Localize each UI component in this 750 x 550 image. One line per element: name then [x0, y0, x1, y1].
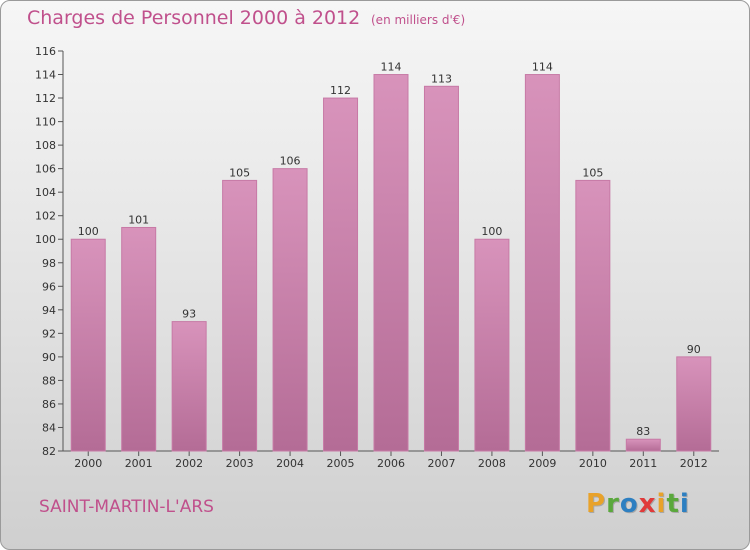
y-tick-label: 82: [42, 445, 56, 458]
logo-letter: o: [619, 489, 639, 519]
y-tick-label: 96: [42, 280, 56, 293]
y-tick-label: 102: [35, 210, 56, 223]
bar-2002: [171, 321, 207, 452]
y-tick-label: 104: [35, 186, 56, 199]
bar-value-label: 112: [330, 84, 351, 97]
y-tick-label: 84: [42, 421, 56, 434]
chart-subtitle: (en milliers d'€): [371, 13, 466, 27]
bar-value-label: 101: [128, 213, 149, 226]
logo-letter: P: [586, 489, 607, 519]
x-tick-label: 2003: [226, 457, 254, 470]
y-tick-label: 114: [35, 69, 56, 82]
bar-value-label: 100: [78, 225, 99, 238]
x-tick-label: 2012: [680, 457, 708, 470]
y-tick-label: 112: [35, 92, 56, 105]
x-tick-label: 2001: [125, 457, 153, 470]
y-tick-label: 98: [42, 257, 56, 270]
x-tick-label: 2008: [478, 457, 506, 470]
bar-value-label: 106: [280, 155, 301, 168]
bar-value-label: 113: [431, 72, 452, 85]
y-tick-label: 110: [35, 116, 56, 129]
bar-2010: [575, 179, 611, 452]
y-tick-label: 90: [42, 351, 56, 364]
bar-2007: [423, 85, 459, 452]
y-tick-label: 106: [35, 163, 56, 176]
bar-2005: [323, 97, 359, 452]
x-tick-label: 2006: [377, 457, 405, 470]
bar-value-label: 83: [636, 425, 650, 438]
bar-2012: [676, 356, 712, 452]
bar-2011: [625, 438, 661, 452]
logo-letter: t: [666, 489, 680, 519]
logo-letter: x: [638, 489, 657, 519]
x-tick-label: 2002: [175, 457, 203, 470]
logo-letter: i: [656, 489, 667, 519]
bar-value-label: 93: [182, 308, 196, 321]
x-tick-label: 2000: [74, 457, 102, 470]
y-tick-label: 108: [35, 139, 56, 152]
bar-value-label: 114: [381, 61, 402, 74]
proxiti-logo: Proxiti: [586, 489, 690, 519]
place-name: SAINT-MARTIN-L'ARS: [39, 497, 214, 517]
x-tick-label: 2009: [528, 457, 556, 470]
bar-2006: [373, 74, 409, 452]
bar-value-label: 100: [481, 225, 502, 238]
bar-2009: [524, 74, 560, 452]
logo-letter: r: [606, 489, 620, 519]
bar-2003: [222, 179, 258, 452]
bar-value-label: 114: [532, 61, 553, 74]
bar-2001: [121, 226, 157, 452]
bar-2004: [272, 168, 308, 452]
bar-value-label: 90: [687, 343, 701, 356]
y-tick-label: 94: [42, 304, 56, 317]
logo-letter: i: [679, 489, 690, 519]
x-tick-label: 2004: [276, 457, 304, 470]
y-tick-label: 92: [42, 327, 56, 340]
chart-title: Charges de Personnel 2000 à 2012: [27, 7, 361, 29]
x-tick-label: 2010: [579, 457, 607, 470]
y-tick-label: 86: [42, 398, 56, 411]
bar-value-label: 105: [582, 166, 603, 179]
y-tick-label: 100: [35, 233, 56, 246]
y-tick-label: 116: [35, 45, 56, 58]
bar-2008: [474, 238, 510, 452]
bar-2000: [70, 238, 106, 452]
x-tick-label: 2005: [327, 457, 355, 470]
x-tick-label: 2011: [629, 457, 657, 470]
x-tick-label: 2007: [427, 457, 455, 470]
bar-value-label: 105: [229, 166, 250, 179]
y-tick-label: 88: [42, 374, 56, 387]
